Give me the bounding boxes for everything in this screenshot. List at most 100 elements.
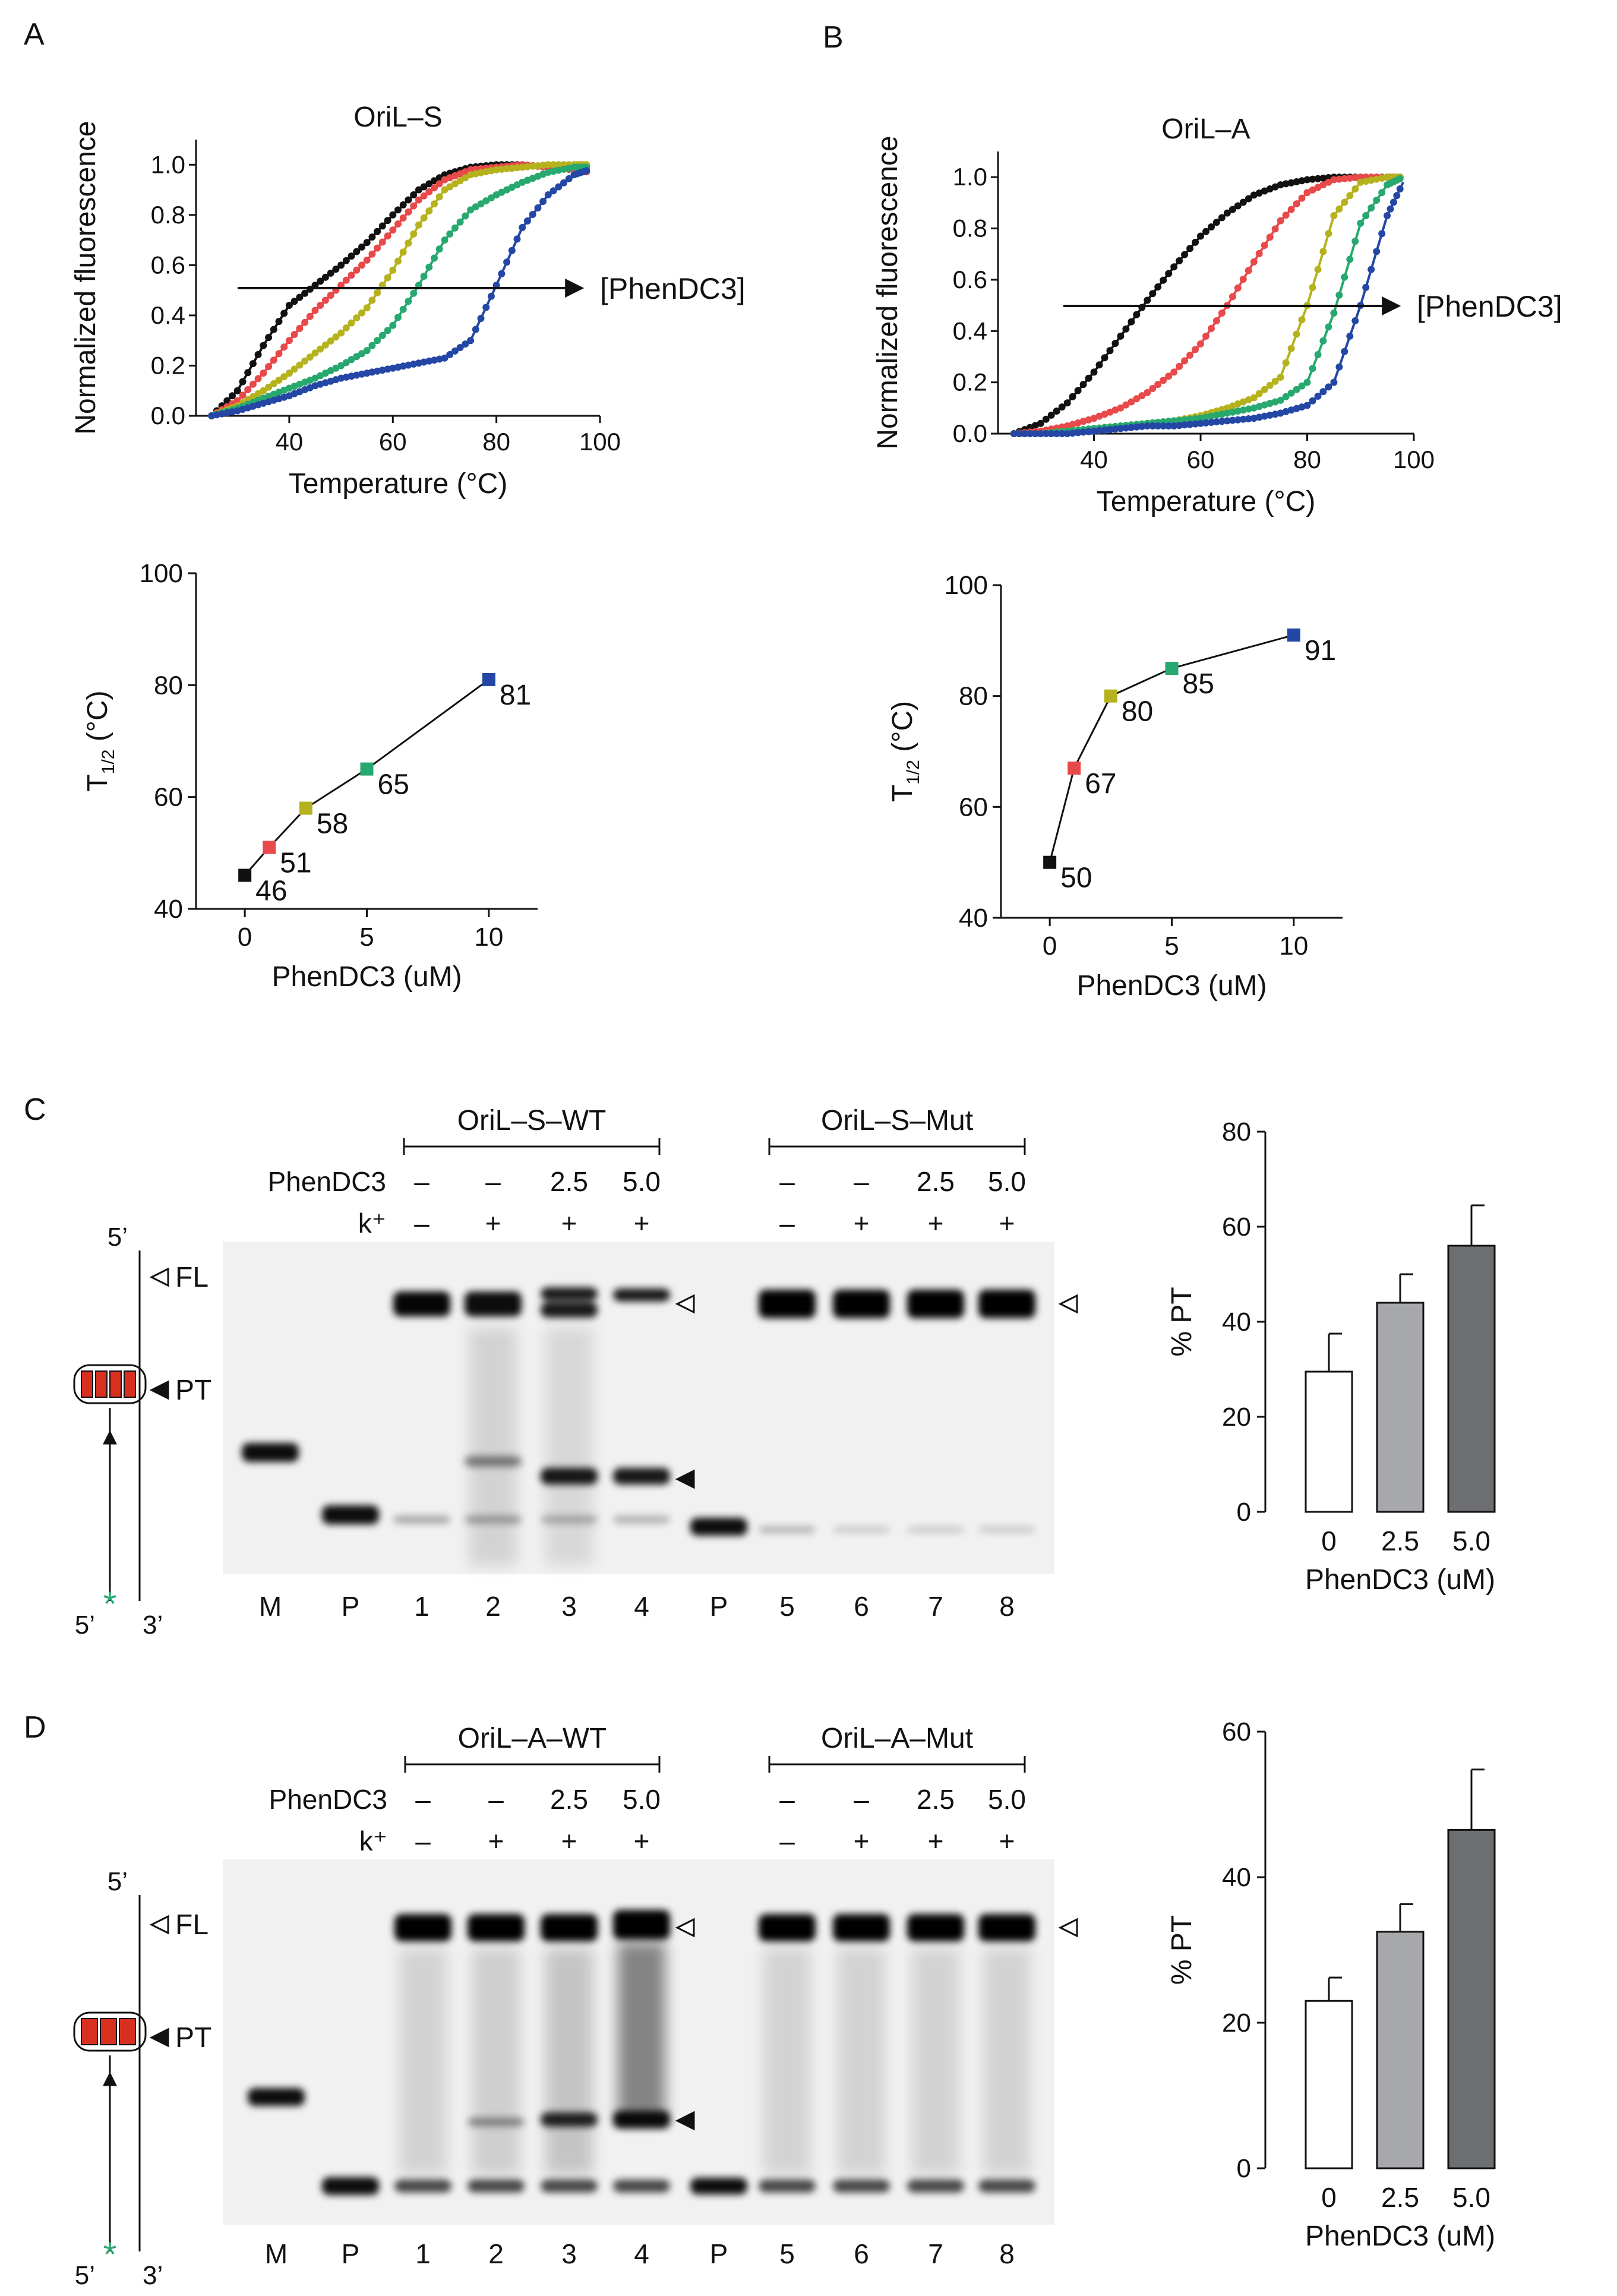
series-point-blue [1010,430,1018,437]
quadruplex-outline [73,2011,147,2052]
y-axis-label: % PT [1166,1287,1198,1356]
fl-marker [675,1918,695,1938]
series-point-blue [1063,430,1071,437]
y-tick-label: 40 [959,904,988,933]
series-point-black [1218,214,1226,222]
series-point-yellow [301,357,309,365]
series-point-black [1074,387,1082,394]
series-point-red [1314,184,1322,191]
lane-label: 5 [779,2238,795,2269]
series-point-red [425,188,433,195]
series-point-yellow [285,369,293,377]
series-point-red [1330,176,1338,184]
series-point-blue [534,204,542,211]
series-point-yellow [1319,248,1327,255]
bar-5.0 [1447,1828,1496,2169]
y-tick-label: 0 [1237,2154,1251,2183]
series-point-black [1111,340,1119,347]
series-point-black [1037,419,1044,427]
series-point-blue [1197,419,1204,427]
series-point-green [1335,291,1343,299]
series-point-yellow [353,314,361,322]
pt-marker [675,1469,695,1489]
series-point-yellow [342,324,350,331]
y-axis-label-unit: (°C) [887,701,918,760]
series-point-yellow [290,365,298,373]
gel-band [978,1914,1035,1941]
gel-smear [545,1328,593,1565]
series-point-blue [1138,422,1146,430]
series-point-green [1208,412,1215,420]
series-point-yellow [523,163,531,170]
series-point-black [358,243,365,251]
series-point-red [296,324,304,332]
panel-label-a: A [24,17,45,52]
series-point-yellow [1293,330,1300,338]
series-point-blue [482,304,490,311]
thalf-point-black [1043,855,1057,869]
series-point-red [1351,174,1359,181]
percent-pt-bar-chart-c: 0 20 40 60 80 0 2.5 5.0 PhenDC3 (uM) % PT [1166,1117,1496,1596]
series-point-green [1396,175,1404,182]
gel-band [833,1290,890,1318]
gel-band [465,1291,522,1316]
k-value: – [415,1826,431,1856]
gel-band [759,1290,816,1318]
x-tick-label: 80 [1293,446,1321,473]
gel-band [468,1914,525,1941]
series-point-black [321,273,329,281]
series-point-red [1133,395,1141,403]
series-point-red [285,337,293,345]
series-point-red [1325,178,1332,186]
y-tick-label: 0.0 [953,419,987,447]
x-axis-label: PhenDC3 (uM) [271,961,462,993]
phendc3-value: 2.5 [550,1166,588,1197]
series-point-green [1176,416,1183,424]
series-point-yellow [374,289,381,296]
series-point-blue [477,315,485,322]
thalf-data-label: 65 [378,769,409,801]
series-line-yellow [211,163,590,417]
series-point-black [1063,399,1071,407]
series-point-black [1186,245,1194,252]
series-point-blue [1192,420,1199,428]
series-point-black [1245,195,1252,203]
series-point-red [1101,410,1108,418]
series-point-black [280,309,288,317]
phendc3-value: 5.0 [623,1784,661,1815]
series-point-green [487,194,495,202]
series-point-red [378,238,386,246]
lane-label: 4 [634,2238,649,2269]
lane-label: 2 [488,2238,504,2269]
phendc3-row-label: PhenDC3 [269,1784,387,1815]
series-point-yellow [394,257,402,265]
gel-band [541,1302,598,1318]
series-point-black [420,183,428,191]
series-point-yellow [456,177,464,185]
series-point-green [389,321,397,329]
series-point-green [1245,405,1252,413]
series-point-blue [1234,416,1242,424]
phendc3-value: 5.0 [623,1166,661,1197]
series-point-red [353,266,361,274]
series-point-red [1079,418,1087,425]
series-point-black [348,252,355,260]
series-point-green [378,331,386,339]
lane-label: 3 [561,1591,577,1622]
series-point-blue [1117,425,1125,432]
lane-label: 6 [854,2238,869,2269]
series-point-black [1176,257,1183,264]
lane-label: M [259,1591,282,1622]
gel-band [690,2178,747,2194]
melt-curve-chart-oril-a: OriL–A 0.0 0.2 0.4 0.6 0.8 1.0 40 60 80 100 Tempera… [872,113,1562,517]
series-point-red [1303,189,1311,197]
series-point-yellow [280,373,288,381]
series-point-blue [472,326,479,333]
series-point-yellow [321,341,329,349]
x-tick-label: 0 [1043,931,1057,961]
thalf-data-label: 81 [500,680,531,711]
y-tick-label: 40 [1222,1863,1251,1892]
series-point-yellow [1325,230,1332,238]
series-point-red [249,380,257,388]
series-point-red [342,276,350,284]
